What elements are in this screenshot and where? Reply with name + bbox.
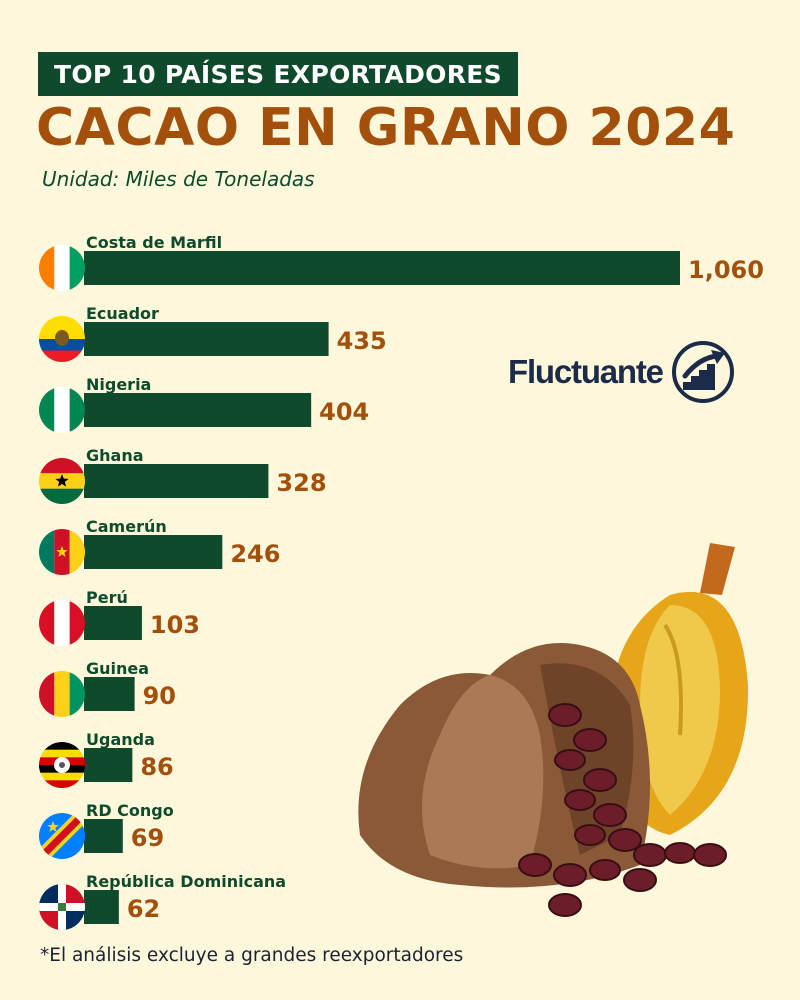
bar-7 bbox=[84, 677, 135, 711]
rising-arrow-stairs-icon bbox=[671, 341, 734, 403]
cacao-illustration bbox=[358, 543, 749, 917]
bar-row-4: Ghana 328 bbox=[39, 446, 327, 504]
category-label: República Dominicana bbox=[86, 872, 286, 891]
value-label: 246 bbox=[230, 540, 280, 568]
guinea-flag-icon bbox=[39, 671, 85, 717]
bar-8 bbox=[84, 748, 133, 782]
bar-row-1: Costa de Marfil 1,060 bbox=[39, 233, 764, 291]
bar-row-10: República Dominicana 62 bbox=[39, 872, 286, 930]
value-label: 328 bbox=[276, 469, 326, 497]
bar-3 bbox=[84, 393, 312, 427]
sack-icon bbox=[358, 643, 650, 888]
peru-flag-icon bbox=[39, 600, 85, 646]
value-label: 435 bbox=[337, 327, 387, 355]
category-label: Costa de Marfil bbox=[86, 233, 222, 252]
value-label: 62 bbox=[127, 895, 160, 923]
banner-text: TOP 10 PAÍSES EXPORTADORES bbox=[54, 59, 502, 89]
cocoa-beans-icon bbox=[518, 703, 727, 917]
bar-2 bbox=[84, 322, 329, 356]
chart-subtitle: Unidad: Miles de Toneladas bbox=[42, 167, 315, 191]
bar-5 bbox=[84, 535, 223, 569]
footnote: *El análisis excluye a grandes reexporta… bbox=[40, 945, 464, 966]
bar-10 bbox=[84, 890, 119, 924]
bar-row-7: Guinea 90 bbox=[39, 659, 176, 717]
bar-6 bbox=[84, 606, 142, 640]
bar-9 bbox=[84, 819, 123, 853]
category-label: RD Congo bbox=[86, 801, 174, 820]
bar-row-9: RD Congo 69 bbox=[39, 801, 174, 859]
category-label: Uganda bbox=[86, 730, 155, 749]
cameroon-flag-icon bbox=[39, 529, 85, 575]
uganda-flag-icon bbox=[39, 742, 85, 788]
ecuador-flag-icon bbox=[39, 316, 85, 362]
value-label: 1,060 bbox=[688, 256, 764, 284]
category-label: Camerún bbox=[86, 517, 167, 536]
cote-divoire-flag-icon bbox=[39, 245, 85, 291]
dominican-republic-flag-icon bbox=[39, 884, 85, 930]
value-label: 103 bbox=[150, 611, 200, 639]
chart-banner: TOP 10 PAÍSES EXPORTADORES bbox=[38, 52, 518, 96]
nigeria-flag-icon bbox=[39, 387, 85, 433]
ghana-flag-icon bbox=[39, 458, 85, 504]
brand-logo: Fluctuante bbox=[508, 338, 758, 406]
bar-row-2: Ecuador 435 bbox=[39, 304, 387, 362]
category-label: Nigeria bbox=[86, 375, 151, 394]
cacao-pod-icon bbox=[609, 543, 749, 835]
bar-4 bbox=[84, 464, 269, 498]
category-label: Ghana bbox=[86, 446, 144, 465]
value-label: 69 bbox=[131, 824, 164, 852]
category-label: Guinea bbox=[86, 659, 149, 678]
category-label: Perú bbox=[86, 588, 128, 607]
bar-1 bbox=[84, 251, 680, 285]
bar-row-5: Camerún 246 bbox=[39, 517, 280, 575]
bar-row-8: Uganda 86 bbox=[39, 730, 174, 788]
value-label: 86 bbox=[140, 753, 173, 781]
chart-title: CACAO EN GRANO 2024 bbox=[36, 98, 736, 158]
category-label: Ecuador bbox=[86, 304, 159, 323]
bar-chart: Costa de Marfil 1,060 Ecuador 435 Nigeria 404… bbox=[39, 233, 764, 930]
bar-row-3: Nigeria 404 bbox=[39, 375, 369, 433]
dr-congo-flag-icon bbox=[39, 813, 85, 859]
bar-row-6: Perú 103 bbox=[39, 588, 200, 646]
value-label: 90 bbox=[143, 682, 176, 710]
value-label: 404 bbox=[319, 398, 369, 426]
brand-name: Fluctuante bbox=[508, 353, 664, 390]
